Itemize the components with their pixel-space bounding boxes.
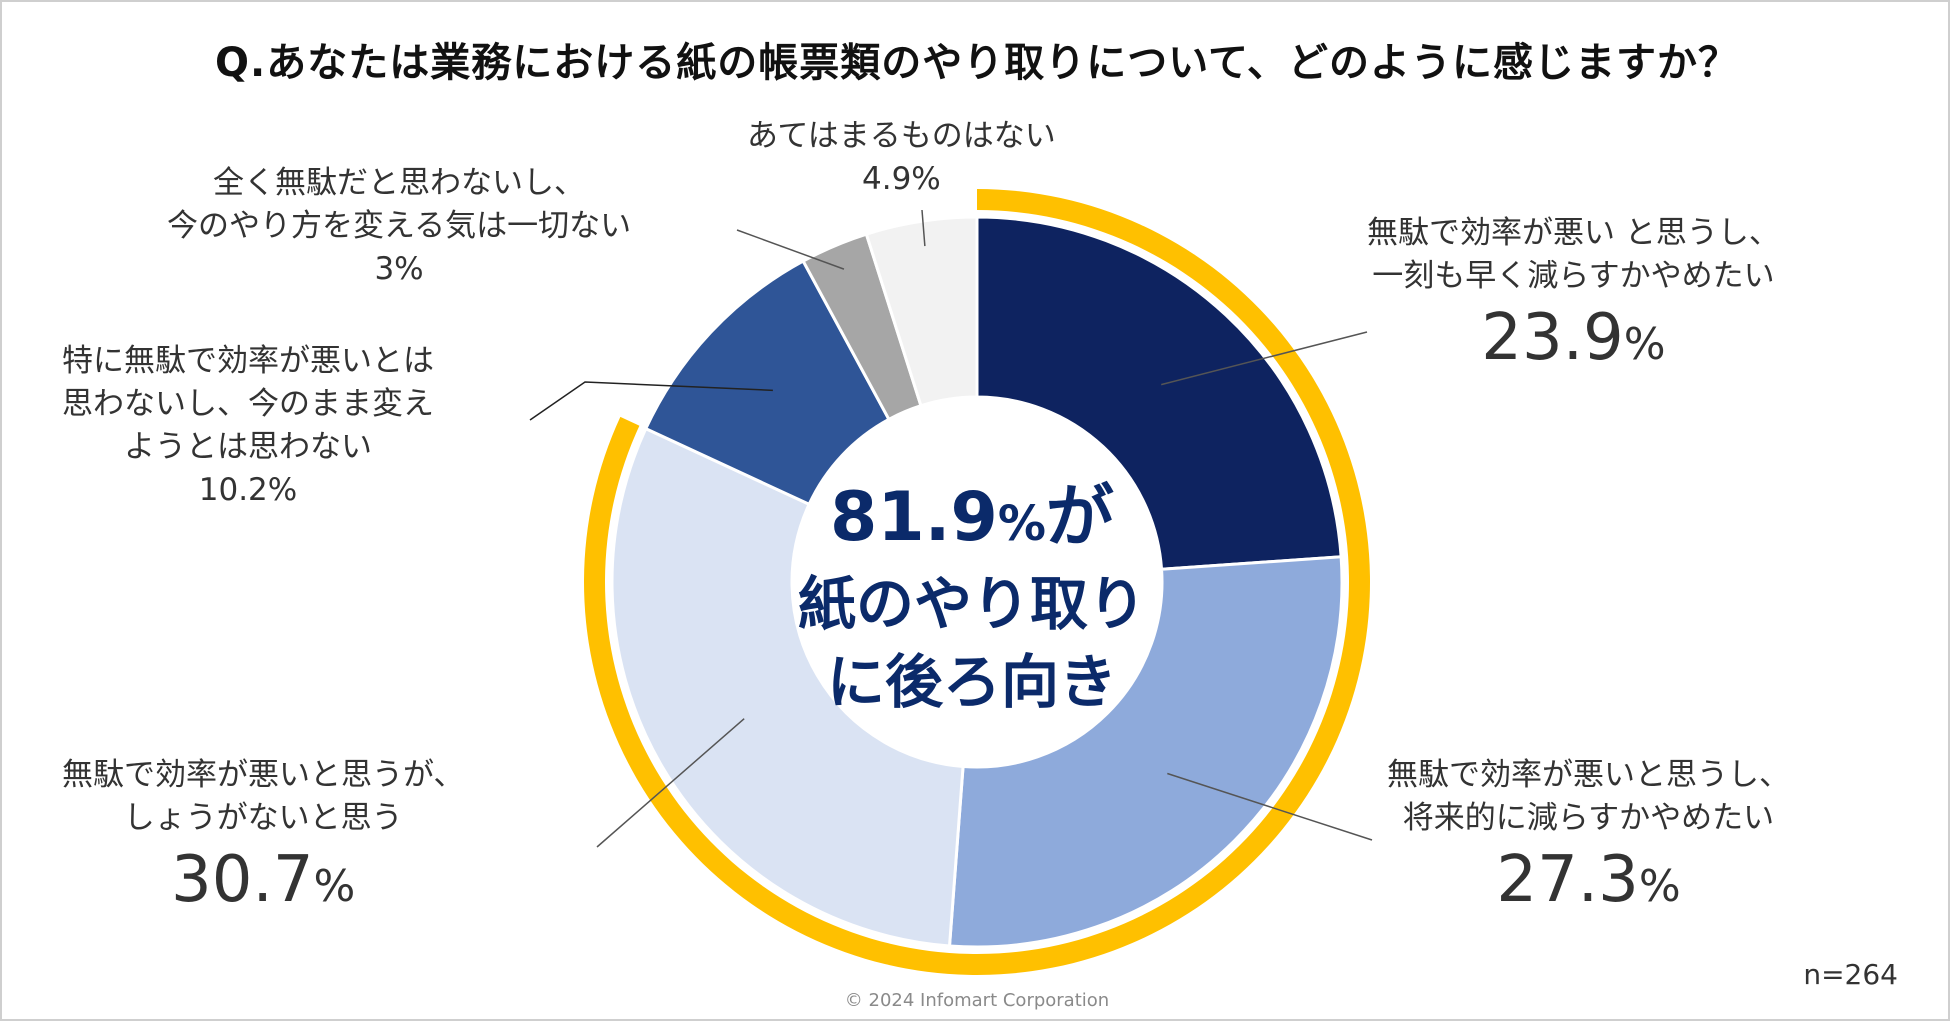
slice-label-6: あてはまるものはない 4.9% bbox=[747, 115, 1056, 201]
slice-label-2-value: 27.3% bbox=[1387, 840, 1790, 927]
slice-label-2-pct: % bbox=[1638, 861, 1681, 912]
chart-title: Q.あなたは業務における紙の帳票類のやり取りについて、どのように感じますか？ bbox=[215, 40, 1739, 86]
slice-label-1-num: 23.9 bbox=[1481, 301, 1624, 375]
slice-label-3-line2: しょうがないと思う bbox=[123, 800, 403, 836]
donut-hole bbox=[793, 398, 1161, 766]
slice-label-1-value: 23.9% bbox=[1367, 298, 1780, 385]
copyright-text: © 2024 Infomart Corporation bbox=[844, 990, 1110, 1011]
center-suffix: が bbox=[1045, 478, 1114, 557]
slice-label-4-value: 10.2% bbox=[198, 472, 298, 508]
slice-label-3-value: 30.7% bbox=[62, 840, 464, 927]
leader-line-5 bbox=[736, 229, 845, 270]
slice-label-3-pct: % bbox=[313, 861, 356, 912]
slice-label-4-line2: 思わないし、今のまま変え bbox=[62, 386, 434, 422]
slice-label-2-line2: 将来的に減らすかやめたい bbox=[1402, 800, 1775, 836]
leader-line-3 bbox=[596, 718, 745, 848]
slice-label-6-line1: あてはまるものはない bbox=[747, 118, 1056, 154]
slice-label-2-line1: 無駄で効率が悪いと思うし、 bbox=[1387, 757, 1790, 793]
center-line-2: 紙のやり取り bbox=[797, 570, 1146, 638]
leader-line-4 bbox=[529, 381, 773, 421]
slice-label-4-line3: ようとは思わない bbox=[124, 429, 372, 465]
slice-label-5-value: 3% bbox=[374, 251, 424, 287]
center-callout: 81.9%が 紙のやり取り に後ろ向き bbox=[782, 477, 1162, 721]
slice-label-3-num: 30.7 bbox=[171, 843, 314, 917]
slice-label-2: 無駄で効率が悪いと思うし、 将来的に減らすかやめたい 27.3% bbox=[1387, 754, 1790, 927]
center-line-1: 81.9%が bbox=[782, 477, 1162, 565]
slice-label-3-line1: 無駄で効率が悪いと思うが、 bbox=[62, 757, 465, 793]
center-pct: % bbox=[997, 496, 1046, 552]
slice-label-2-num: 27.3 bbox=[1496, 843, 1639, 917]
slice-label-1-pct: % bbox=[1623, 319, 1666, 370]
slice-label-5-line1: 全く無駄だと思わないし、 bbox=[213, 165, 586, 201]
pie-slice-6 bbox=[864, 215, 979, 408]
slice-label-4: 特に無駄で効率が悪いとは 思わないし、今のまま変え ようとは思わない 10.2% bbox=[62, 340, 434, 512]
slice-label-5: 全く無駄だと思わないし、 今のやり方を変える気は一切ない 3% bbox=[167, 162, 631, 291]
slice-label-1: 無駄で効率が悪い と思うし、 一刻も早く減らすかやめたい 23.9% bbox=[1367, 212, 1780, 385]
slice-label-6-value: 4.9% bbox=[862, 161, 941, 197]
sample-size-note: n=264 bbox=[1803, 958, 1898, 991]
slice-label-1-line2: 一刻も早く減らすかやめたい bbox=[1372, 258, 1775, 294]
pie-slice-3 bbox=[610, 426, 965, 948]
leader-line-1 bbox=[1161, 331, 1368, 386]
slice-label-3: 無駄で効率が悪いと思うが、 しょうがないと思う 30.7% bbox=[62, 754, 464, 927]
leader-line-2 bbox=[1167, 772, 1373, 841]
pie-slice-1 bbox=[975, 215, 1343, 571]
center-num: 81.9 bbox=[830, 478, 998, 557]
slice-label-5-line2: 今のやり方を変える気は一切ない bbox=[167, 208, 632, 244]
slice-label-1-line1: 無駄で効率が悪い と思うし、 bbox=[1367, 215, 1780, 251]
center-line-3: に後ろ向き bbox=[826, 648, 1117, 716]
pie-slice-2 bbox=[947, 555, 1344, 949]
leader-line-6 bbox=[921, 209, 926, 247]
slice-label-4-line1: 特に無駄で効率が悪いとは bbox=[62, 343, 434, 379]
